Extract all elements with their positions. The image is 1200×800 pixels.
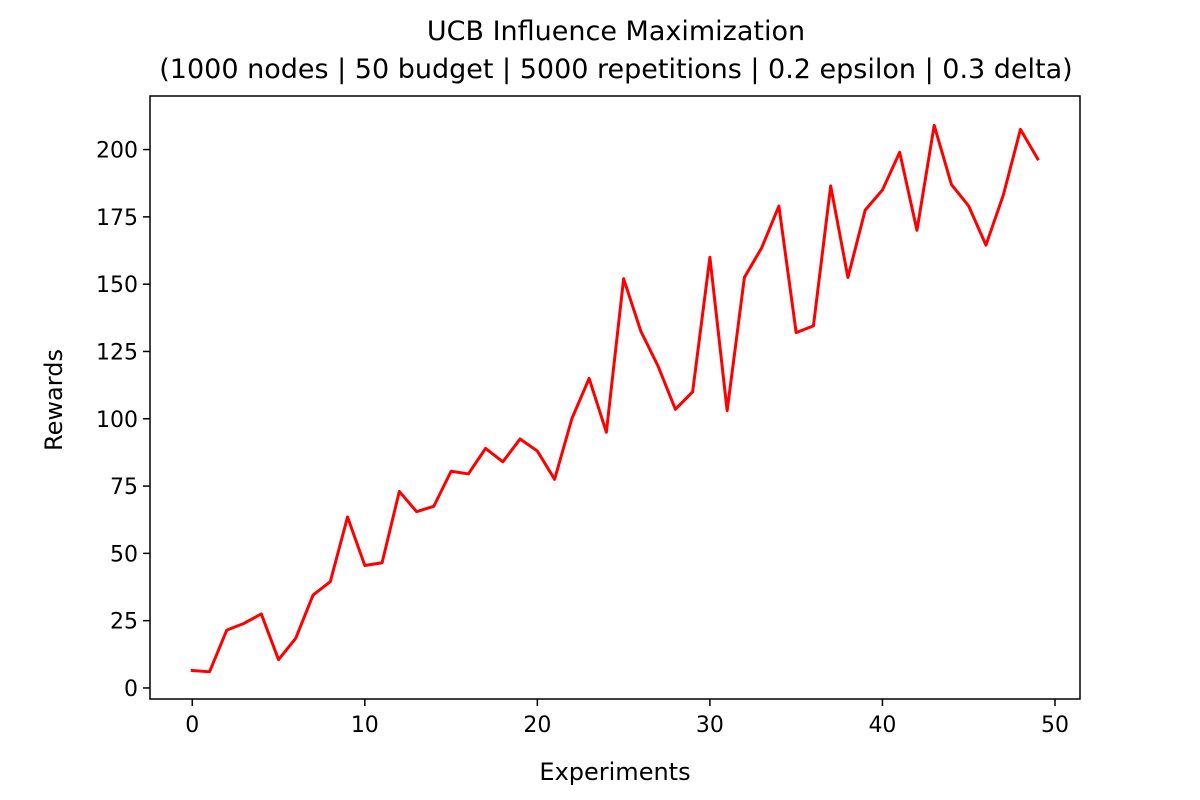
- data-point: [450, 470, 453, 473]
- data-point: [312, 594, 315, 597]
- data-point: [467, 472, 470, 475]
- data-point: [294, 637, 297, 640]
- data-point: [363, 564, 366, 567]
- data-point: [501, 460, 504, 463]
- data-point: [691, 390, 694, 393]
- data-point: [829, 184, 832, 187]
- data-point: [915, 229, 918, 232]
- data-point: [657, 365, 660, 368]
- data-point: [846, 276, 849, 279]
- data-point: [726, 409, 729, 412]
- chart-subtitle: (1000 nodes | 50 budget | 5000 repetitio…: [159, 54, 1072, 85]
- data-point: [260, 612, 263, 615]
- data-point: [1019, 128, 1022, 131]
- x-tick-label: 10: [351, 713, 379, 738]
- data-point: [346, 516, 349, 519]
- data-point: [933, 124, 936, 127]
- data-point: [864, 209, 867, 212]
- data-point: [674, 408, 677, 411]
- data-point: [605, 431, 608, 434]
- data-point: [536, 450, 539, 453]
- y-axis-ticks: 0 25 50 75 100 125 150 175 200: [96, 139, 150, 702]
- data-point: [243, 622, 246, 625]
- y-tick-label: 175: [96, 206, 138, 231]
- data-point: [432, 505, 435, 508]
- x-tick-label: 20: [523, 713, 551, 738]
- data-point: [795, 331, 798, 334]
- x-tick-label: 30: [696, 713, 724, 738]
- data-point: [708, 256, 711, 259]
- y-tick-label: 75: [110, 475, 138, 500]
- data-point: [553, 478, 556, 481]
- x-tick-label: 50: [1041, 713, 1069, 738]
- data-point: [398, 490, 401, 493]
- data-point: [898, 151, 901, 154]
- x-axis-label: Experiments: [539, 758, 690, 786]
- y-tick-label: 150: [96, 273, 138, 298]
- plot-area-frame: [149, 95, 1081, 700]
- rewards-series-line: [190, 123, 1040, 674]
- data-point: [1002, 194, 1005, 197]
- x-tick-label: 40: [868, 713, 896, 738]
- data-point: [1036, 157, 1039, 160]
- y-tick-label: 125: [96, 340, 138, 365]
- data-point: [329, 580, 332, 583]
- y-tick-label: 25: [110, 610, 138, 635]
- data-point: [812, 324, 815, 327]
- data-point: [415, 510, 418, 513]
- chart-title: UCB Influence Maximization: [427, 16, 805, 47]
- data-point: [777, 205, 780, 208]
- data-point: [381, 561, 384, 564]
- y-tick-label: 200: [96, 139, 138, 164]
- data-point: [984, 244, 987, 247]
- data-point: [950, 183, 953, 186]
- data-point: [277, 658, 280, 661]
- x-axis-ticks: 0 10 20 30 40 50: [185, 699, 1069, 738]
- data-point: [760, 246, 763, 249]
- series-layer: [190, 123, 1040, 674]
- y-tick-label: 50: [110, 542, 138, 567]
- data-point: [191, 669, 194, 672]
- data-point: [588, 377, 591, 380]
- data-point: [225, 629, 228, 632]
- y-tick-label: 0: [124, 677, 138, 702]
- data-point: [570, 417, 573, 420]
- data-point: [622, 277, 625, 280]
- data-point: [484, 447, 487, 450]
- data-point: [743, 276, 746, 279]
- data-point: [519, 437, 522, 440]
- data-point: [881, 188, 884, 191]
- y-axis-label: Rewards: [40, 349, 68, 451]
- data-point: [967, 205, 970, 208]
- x-tick-label: 0: [185, 713, 199, 738]
- data-point: [639, 330, 642, 333]
- data-point: [208, 670, 211, 673]
- y-tick-label: 100: [96, 408, 138, 433]
